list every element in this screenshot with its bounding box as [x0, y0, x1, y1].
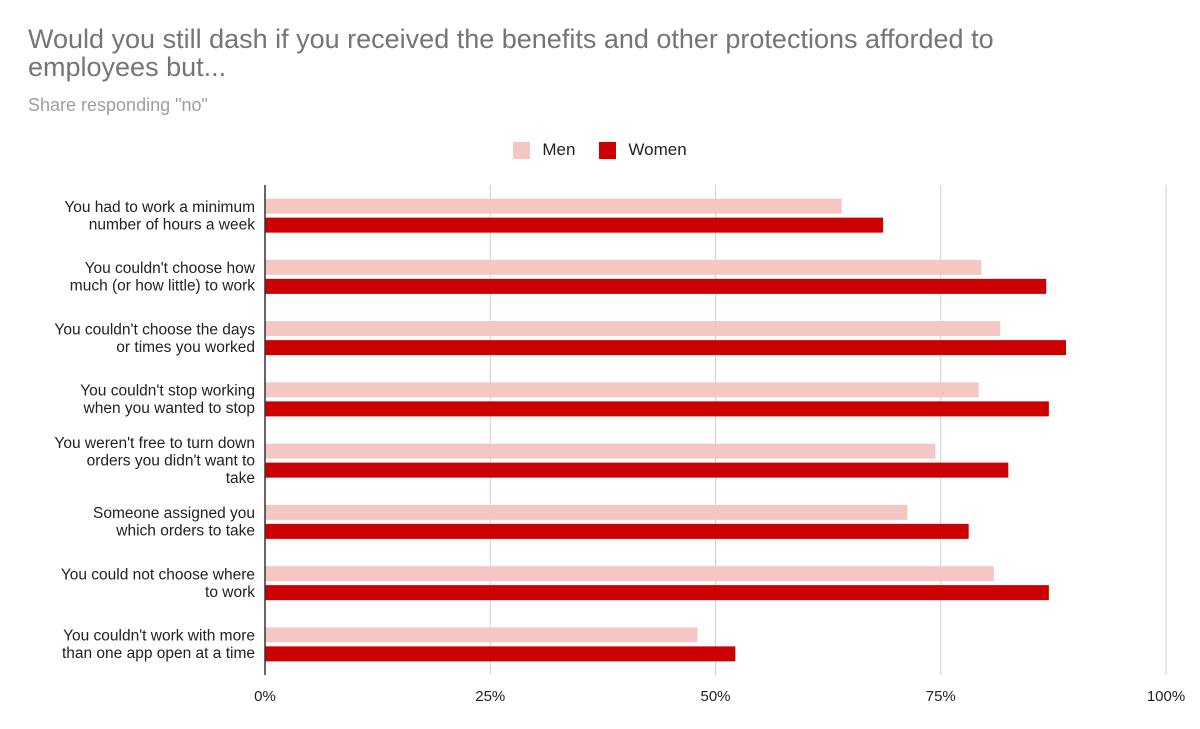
bar-women	[265, 401, 1049, 417]
bar-men	[265, 259, 982, 275]
category-label: You could not choose where	[61, 566, 255, 583]
category-label: You couldn't work with more	[63, 628, 255, 645]
x-tick-label: 75%	[926, 688, 956, 705]
bar-women	[265, 340, 1066, 356]
category-label: than one app open at a time	[62, 645, 255, 662]
bar-women	[265, 523, 969, 539]
bar-men	[265, 627, 698, 643]
category-label: to work	[205, 584, 255, 601]
category-label: much (or how little) to work	[70, 278, 255, 295]
bar-women	[265, 278, 1047, 294]
bar-men	[265, 198, 842, 214]
bar-women	[265, 217, 884, 233]
x-tick-label: 25%	[475, 688, 505, 705]
bar-men	[265, 321, 1001, 337]
bar-men	[265, 566, 994, 582]
category-label: You couldn't stop working	[80, 383, 255, 400]
legend-label-women: Women	[628, 140, 687, 159]
category-label: take	[226, 470, 255, 487]
category-label: orders you didn't want to	[87, 453, 255, 470]
category-label: Someone assigned you	[93, 505, 255, 522]
category-label: or times you worked	[116, 339, 255, 356]
bar-men	[265, 504, 908, 520]
category-label: You weren't free to turn down	[54, 435, 255, 452]
legend-item-men: Men	[513, 140, 575, 160]
bar-women	[265, 646, 736, 662]
category-label: number of hours a week	[89, 216, 256, 233]
bar-men	[265, 382, 979, 398]
x-tick-label: 0%	[254, 688, 276, 705]
category-label: when you wanted to stop	[83, 400, 255, 417]
legend-label-men: Men	[542, 140, 576, 159]
legend-swatch-men	[513, 141, 531, 159]
bar-women	[265, 462, 1009, 478]
chart-subtitle: Share responding "no"	[28, 95, 208, 115]
category-label: You couldn't choose the days	[54, 321, 255, 338]
legend-item-women: Women	[599, 140, 687, 160]
legend: Men Women	[0, 140, 1200, 160]
bar-men	[265, 443, 936, 459]
chart-title: Would you still dash if you received the…	[28, 24, 994, 82]
legend-swatch-women	[599, 141, 617, 159]
bar-women	[265, 585, 1049, 601]
x-tick-label: 50%	[700, 688, 730, 705]
category-label: You couldn't choose how	[85, 260, 256, 277]
x-tick-label: 100%	[1147, 688, 1185, 705]
category-label: You had to work a minimum	[64, 199, 255, 216]
category-label: which orders to take	[115, 523, 255, 540]
